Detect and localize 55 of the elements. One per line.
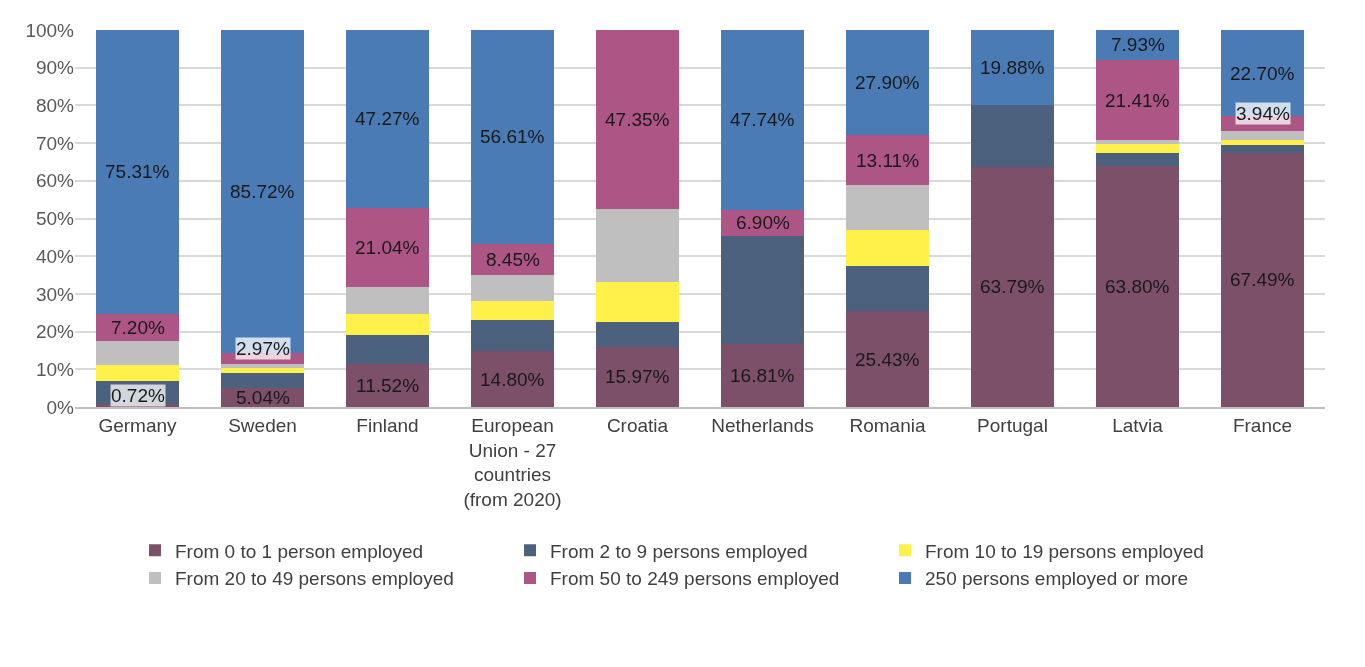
data-label: 19.88% bbox=[980, 57, 1045, 78]
y-tick-label: 40% bbox=[35, 245, 75, 267]
data-label: 75.31% bbox=[105, 161, 170, 182]
x-tick-label: Germany bbox=[98, 414, 178, 436]
data-label: 47.27% bbox=[355, 108, 420, 129]
data-label: 21.04% bbox=[355, 237, 420, 258]
data-label: 0.72% bbox=[111, 385, 165, 406]
y-tick-label: 30% bbox=[35, 283, 75, 305]
data-label: 16.81% bbox=[730, 365, 795, 386]
data-label: 3.94% bbox=[1236, 103, 1290, 124]
y-tick-label: 60% bbox=[35, 170, 75, 192]
x-tick-label: Croatia bbox=[606, 414, 669, 436]
data-label: 22.70% bbox=[1230, 63, 1295, 84]
x-tick-label: Finland bbox=[356, 414, 419, 436]
legend-label: From 0 to 1 person employed bbox=[175, 540, 424, 562]
y-tick-label: 50% bbox=[35, 208, 75, 230]
data-label: 7.93% bbox=[1111, 34, 1165, 55]
y-tick-label: 70% bbox=[35, 132, 75, 154]
data-label: 15.97% bbox=[605, 366, 670, 387]
data-label: 2.97% bbox=[236, 338, 290, 359]
data-label: 8.45% bbox=[486, 249, 540, 270]
x-tick-label: Romania bbox=[849, 414, 926, 436]
data-label: 47.74% bbox=[730, 109, 795, 130]
legend-label: From 50 to 249 persons employed bbox=[550, 568, 840, 590]
x-tick-label: Netherlands bbox=[711, 414, 814, 436]
data-label: 47.35% bbox=[605, 109, 670, 130]
data-label: 27.90% bbox=[855, 72, 920, 93]
x-tick-label: European Union - 27 countries (from 2020) bbox=[463, 414, 562, 510]
legend-label: From 10 to 19 persons employed bbox=[925, 540, 1204, 562]
data-label: 56.61% bbox=[480, 126, 545, 147]
data-label: 5.04% bbox=[236, 387, 290, 408]
data-label: 6.90% bbox=[736, 212, 790, 233]
y-tick-label: 20% bbox=[35, 321, 75, 343]
legend-label: 250 persons employed or more bbox=[925, 568, 1188, 590]
x-tick-label: Sweden bbox=[228, 414, 297, 436]
data-label: 67.49% bbox=[1230, 269, 1295, 290]
y-tick-label: 10% bbox=[35, 358, 75, 380]
x-tick-label: Portugal bbox=[977, 414, 1048, 436]
data-label: 85.72% bbox=[230, 181, 295, 202]
y-tick-label: 0% bbox=[46, 396, 75, 418]
data-label: 13.11% bbox=[856, 150, 920, 171]
data-label: 21.41% bbox=[1105, 90, 1170, 111]
y-tick-label: 90% bbox=[35, 57, 75, 79]
legend-label: From 20 to 49 persons employed bbox=[175, 568, 454, 590]
data-label: 25.43% bbox=[855, 349, 920, 370]
data-label: 14.80% bbox=[480, 369, 545, 390]
x-tick-label: France bbox=[1232, 414, 1293, 436]
data-label: 11.52% bbox=[356, 375, 420, 396]
y-tick-label: 80% bbox=[35, 95, 75, 117]
y-tick-label: 100% bbox=[25, 19, 75, 41]
legend-label: From 2 to 9 persons employed bbox=[550, 540, 808, 562]
data-label: 63.80% bbox=[1105, 276, 1170, 297]
x-tick-label: Latvia bbox=[1112, 414, 1164, 436]
data-label: 63.79% bbox=[980, 276, 1045, 297]
data-label: 7.20% bbox=[111, 317, 165, 338]
